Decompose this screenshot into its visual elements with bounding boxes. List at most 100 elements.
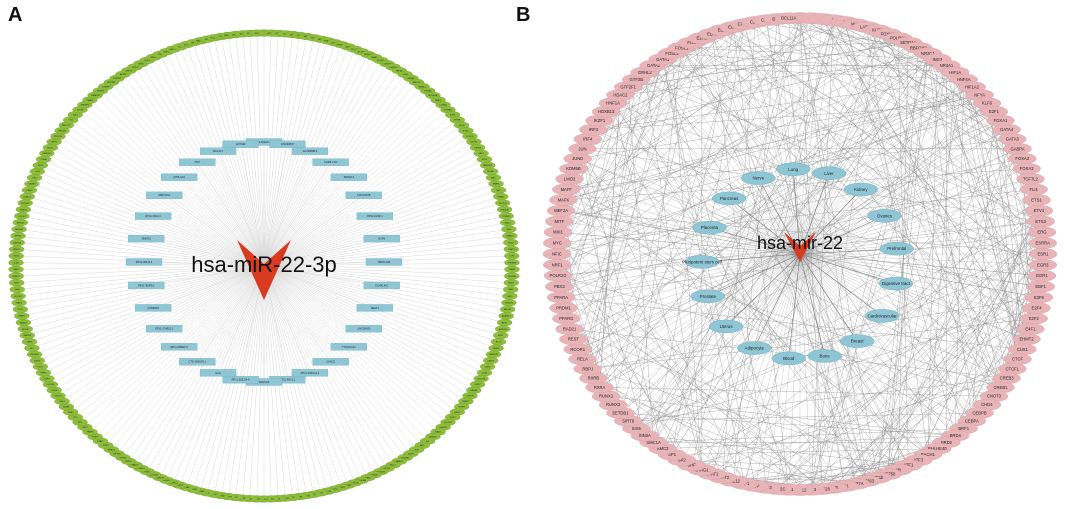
- target-gene-node: MDM2: [483, 167, 499, 175]
- target-gene-label: MYCN: [384, 468, 391, 470]
- edge: [599, 387, 994, 397]
- transcription-factor-label: ZNF750: [880, 472, 896, 477]
- edge: [799, 253, 867, 482]
- target-gene-label: MAP3K7: [196, 40, 205, 43]
- lncrna-label: RP11-163G10.3: [301, 371, 320, 375]
- edge: [799, 253, 919, 461]
- lncrna-node: FGD5-AS1: [312, 158, 349, 166]
- edge: [153, 265, 265, 309]
- edge: [57, 136, 265, 267]
- lncrna-label: RP11-274B21.1: [155, 327, 174, 331]
- edge: [569, 178, 929, 455]
- target-gene-label: NOTCH1: [376, 471, 386, 473]
- tissue-node: Digestive tract: [878, 276, 914, 291]
- tissue-label: Ovaries: [877, 213, 893, 218]
- edge: [799, 253, 825, 357]
- target-gene-label: MMP2: [493, 184, 500, 186]
- lncrna-node: RP11-274B21.1: [146, 325, 183, 333]
- target-gene-label: CDKN1A: [383, 62, 392, 65]
- target-gene-label: TRIM24: [96, 91, 105, 93]
- edge: [799, 232, 1042, 255]
- edge: [66, 265, 265, 407]
- target-gene-label: HDAC6: [429, 435, 437, 438]
- edge: [777, 253, 801, 490]
- target-gene-label: GSK3B: [439, 427, 447, 429]
- target-gene-node: ABCA1: [500, 305, 516, 313]
- target-gene-label: KIT: [30, 348, 34, 350]
- transcription-factor-label: ING3: [932, 57, 942, 62]
- edge: [556, 37, 899, 255]
- lncrna-label: AC108488.3: [303, 149, 318, 153]
- edge: [593, 103, 987, 130]
- target-gene-label: ACVR2A: [429, 94, 438, 97]
- lncrna-label: RP11-203J24.9: [232, 378, 250, 382]
- edge: [877, 30, 1044, 255]
- transcription-factor-label: CREB3: [1000, 376, 1015, 381]
- edge: [146, 265, 265, 286]
- edge: [927, 53, 1001, 388]
- target-gene-label: MAPK8: [24, 334, 32, 337]
- edge: [599, 120, 801, 255]
- edge: [799, 53, 929, 255]
- edge: [744, 454, 928, 484]
- lncrna-node: COMMD1: [134, 304, 172, 312]
- lncrna-node: OIP5-AS1: [160, 173, 198, 181]
- target-gene-label: SETD8: [114, 453, 122, 455]
- edge: [681, 42, 909, 49]
- lncrna-node: CTD-2600O9.1: [179, 358, 216, 366]
- lncrna-label: GCA: [215, 371, 221, 375]
- edge: [711, 33, 767, 488]
- edge: [31, 183, 265, 267]
- edge: [563, 199, 801, 255]
- edge: [263, 261, 385, 267]
- target-gene-label: ACTB: [120, 73, 126, 76]
- target-gene-label: CHUK: [138, 63, 145, 65]
- tissue-label: Uterus: [720, 324, 734, 329]
- target-gene-node: ZNF281: [501, 299, 517, 307]
- target-gene-label: TGIF1: [92, 436, 99, 438]
- edge: [799, 158, 1023, 255]
- edge: [799, 253, 1001, 388]
- target-gene-node: KLF5: [32, 161, 48, 169]
- transcription-factor-label: SMC1A: [646, 440, 661, 445]
- transcription-factor-label: ESRRA: [1036, 241, 1051, 246]
- edge: [799, 221, 1041, 255]
- target-gene-label: ZFP36: [15, 236, 22, 238]
- target-gene-node: TIAM1: [504, 265, 520, 273]
- edge: [577, 253, 801, 350]
- edge: [744, 253, 801, 484]
- edge: [70, 265, 265, 413]
- target-gene-label: FGF2: [450, 417, 456, 419]
- transcription-factor-node: ETV4: [1024, 204, 1054, 217]
- edge: [263, 265, 381, 472]
- transcription-factor-node: E4F1: [1016, 323, 1045, 335]
- edge: [799, 42, 909, 255]
- transcription-factor-label: EGR1: [1036, 273, 1048, 278]
- transcription-factor-node: MAFF: [552, 183, 581, 196]
- target-gene-label: NANOG: [156, 476, 164, 479]
- tissue-node: Prefrontal: [879, 241, 914, 256]
- lncrna-label: LINC01578: [357, 193, 371, 197]
- transcription-factor-label: KDM5B: [566, 166, 581, 171]
- transcription-factor-node: PPARA: [546, 291, 576, 304]
- target-gene-label: E2F3: [44, 378, 50, 380]
- target-gene-node: CSF1R: [462, 392, 478, 400]
- tissue-node: Liver: [811, 166, 847, 180]
- edge: [27, 196, 265, 267]
- transcription-factor-node: PPARG: [552, 312, 581, 325]
- edge: [799, 253, 1043, 266]
- edge: [593, 18, 789, 130]
- edge: [662, 59, 801, 255]
- target-gene-label: CXCR4: [47, 384, 55, 386]
- lncrna-label: OLMALINC: [375, 283, 388, 287]
- lncrna-label: COMMD1: [147, 306, 159, 310]
- edge: [556, 18, 812, 255]
- target-gene-label: CDK4: [51, 390, 58, 392]
- edge: [799, 253, 878, 478]
- tissue-node: Pluripotent stem cell: [682, 255, 722, 269]
- target-gene-label: EIF4E: [454, 120, 461, 122]
- target-gene-label: BMI1: [247, 498, 253, 500]
- target-gene-label: LDHA: [41, 158, 47, 161]
- lncrna-label: RP1-239B22.5: [171, 345, 189, 349]
- edge: [671, 253, 801, 455]
